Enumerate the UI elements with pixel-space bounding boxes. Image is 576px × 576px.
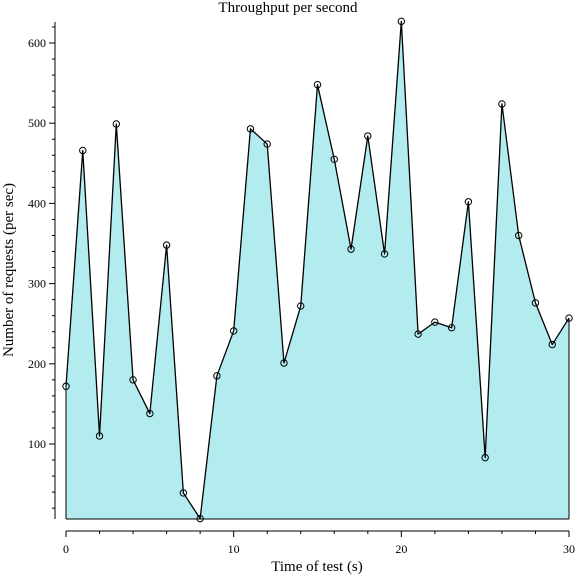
data-point <box>481 453 489 462</box>
data-point <box>263 140 271 148</box>
axes: 100 200 300 400 500 600 0 10 20 30 <box>28 22 575 556</box>
y-tick-label: 600 <box>28 36 46 50</box>
x-tick-label: 10 <box>228 542 240 556</box>
x-tick-label: 30 <box>563 542 575 556</box>
data-point <box>280 359 288 367</box>
data-point <box>62 382 70 390</box>
x-axis-label: Time of test (s) <box>271 559 363 575</box>
data-point <box>129 376 137 384</box>
y-tick-label: 500 <box>28 116 46 130</box>
y-axis-label: Number of requests (per sec) <box>1 183 17 357</box>
data-point <box>347 245 355 253</box>
y-tick-label: 400 <box>28 196 46 210</box>
data-point <box>179 489 188 497</box>
data-point <box>498 100 506 108</box>
x-tick-label: 0 <box>63 542 69 556</box>
data-point <box>297 302 305 310</box>
y-tick-label: 100 <box>28 437 46 451</box>
data-point <box>364 132 372 140</box>
chart-title: Throughput per second <box>218 0 358 16</box>
y-tick-label: 300 <box>28 277 46 291</box>
data-point <box>162 241 171 249</box>
data-point <box>246 125 255 133</box>
series-line <box>65 20 570 520</box>
data-point <box>213 372 221 380</box>
plot-area <box>62 17 573 523</box>
data-point <box>548 340 556 349</box>
data-point <box>229 327 238 335</box>
x-tick-label: 20 <box>395 542 407 556</box>
data-point <box>515 231 523 240</box>
data-point <box>79 146 87 155</box>
data-point <box>146 409 154 418</box>
data-point <box>531 299 540 307</box>
data-point <box>447 324 456 332</box>
data-point <box>95 432 104 440</box>
data-point <box>431 318 439 326</box>
area-fill <box>66 21 569 519</box>
data-point <box>464 198 473 206</box>
data-point <box>397 17 406 26</box>
data-point <box>330 155 338 163</box>
y-tick-label: 200 <box>28 357 46 371</box>
data-point <box>414 330 422 338</box>
data-point <box>112 120 121 128</box>
data-point <box>196 514 204 523</box>
data-point <box>380 250 389 258</box>
data-point <box>313 81 322 89</box>
data-point <box>565 314 573 322</box>
